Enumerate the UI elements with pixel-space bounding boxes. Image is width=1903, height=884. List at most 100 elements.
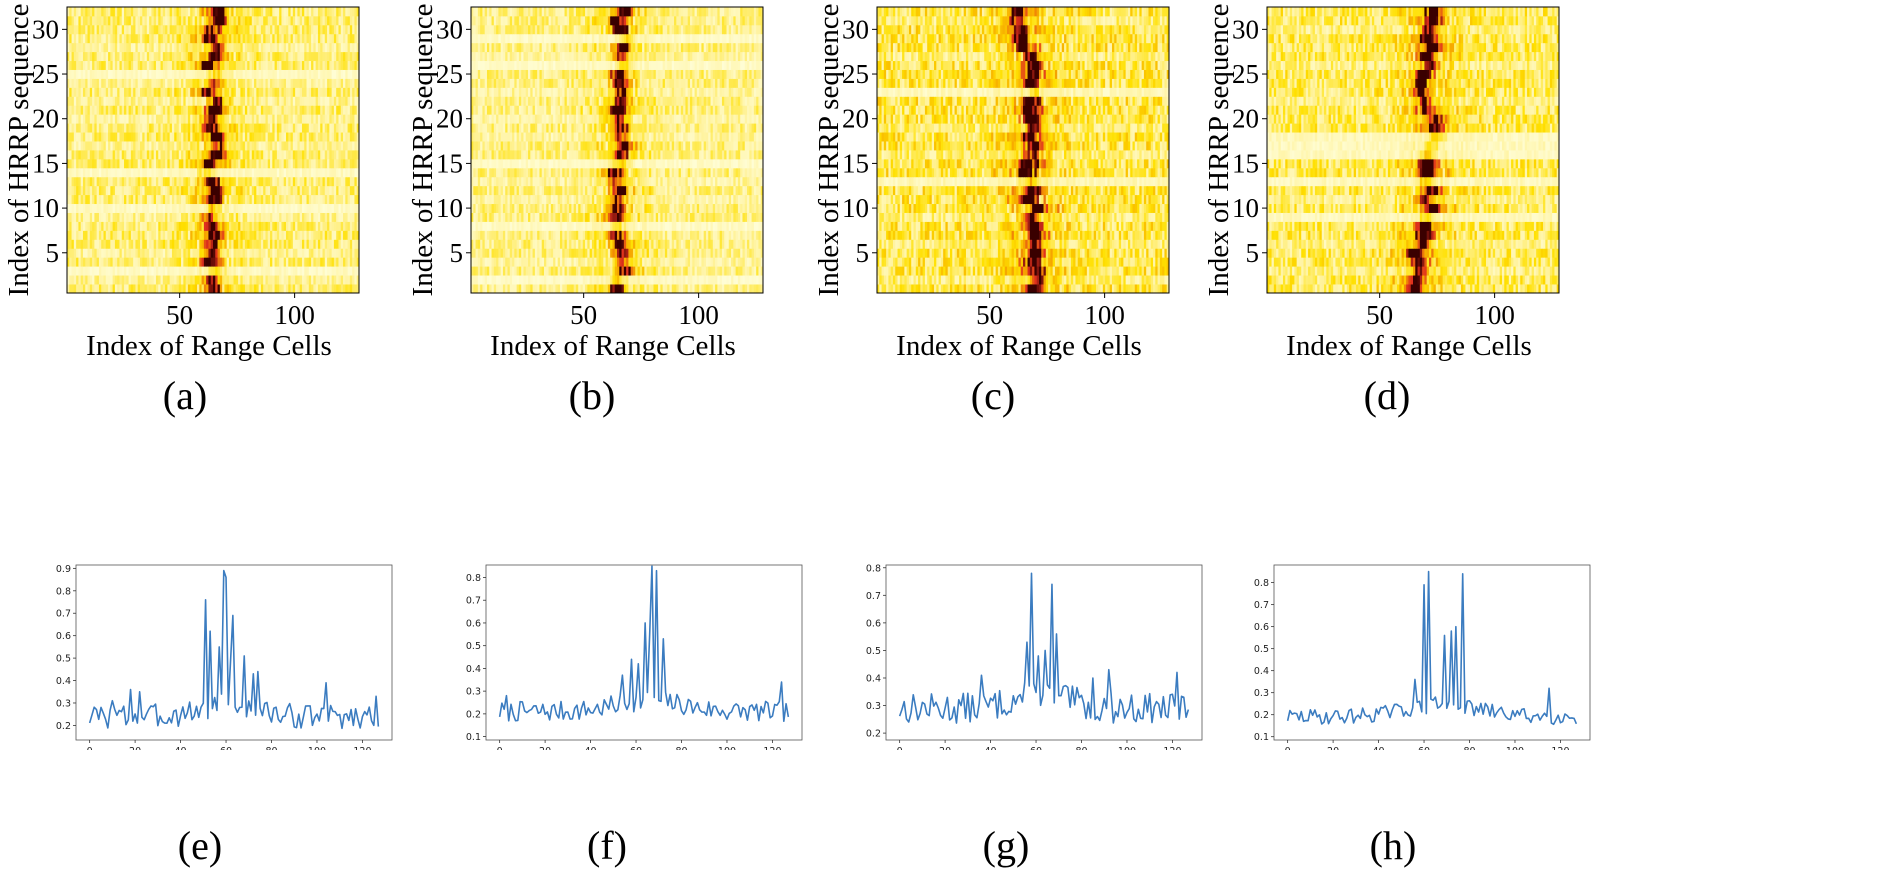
heatmap-cell <box>272 239 275 249</box>
heatmap-cell <box>756 266 759 276</box>
heatmap-cell <box>160 42 164 53</box>
heatmap-cell <box>566 284 570 294</box>
heatmap-cell <box>715 239 718 249</box>
heatmap-cell <box>564 239 568 249</box>
heatmap-cell <box>162 158 166 169</box>
heatmap-cell <box>124 123 127 133</box>
heatmap-cell <box>327 230 330 240</box>
heatmap-cell <box>103 239 107 249</box>
heatmap-cell <box>126 51 129 62</box>
heatmap-cell <box>80 114 84 124</box>
heatmap-cell <box>242 176 246 187</box>
heatmap-cell <box>142 87 145 97</box>
heatmap-cell <box>240 78 244 88</box>
heatmap-cell <box>233 185 237 196</box>
heatmap-cell <box>263 15 266 26</box>
heatmap-cell <box>345 230 348 240</box>
heatmap-cell <box>201 194 205 205</box>
heatmap-cell <box>67 158 70 169</box>
heatmap-cell <box>471 275 474 285</box>
heatmap-cell <box>242 33 246 44</box>
heatmap-cell <box>317 176 321 187</box>
heatmap-cell <box>281 87 285 97</box>
heatmap-cell <box>498 248 502 258</box>
heatmap-cell <box>224 275 228 285</box>
heatmap-cell <box>197 7 200 17</box>
heatmap-cell <box>356 24 360 35</box>
heatmap-cell <box>301 248 305 258</box>
heatmap-cell <box>242 123 246 133</box>
heatmap-cell <box>167 123 171 133</box>
heatmap-cell <box>73 33 77 44</box>
heatmap-cell <box>340 284 344 294</box>
heatmap-cell <box>290 221 294 231</box>
heatmap-cell <box>96 185 100 196</box>
heatmap-cell <box>135 194 139 205</box>
heatmap-cell <box>251 194 255 205</box>
heatmap-cell <box>267 194 271 205</box>
heatmap-cell <box>158 185 161 196</box>
heatmap-cell <box>719 257 723 267</box>
heatmap-cell <box>119 239 123 249</box>
heatmap-cell <box>101 141 104 151</box>
heatmap-cell <box>352 114 355 124</box>
heatmap-cell <box>256 248 260 258</box>
heatmap-cell <box>69 96 72 106</box>
heatmap-cell <box>101 248 104 258</box>
heatmap-cell <box>128 15 132 26</box>
heatmap-cell <box>235 257 239 267</box>
heatmap-cell <box>272 266 275 276</box>
heatmap-cell <box>338 24 342 35</box>
heatmap-cell <box>279 167 282 178</box>
heatmap-cell <box>313 248 317 258</box>
heatmap-cell <box>329 158 333 169</box>
heatmap-cell <box>228 132 232 142</box>
heatmap-cell <box>260 114 264 124</box>
heatmap-cell <box>626 275 629 285</box>
heatmap-cell <box>295 87 298 97</box>
heatmap-cell <box>133 194 136 205</box>
heatmap-cell <box>347 69 351 79</box>
heatmap-cell <box>181 141 184 151</box>
heatmap-cell <box>292 96 296 106</box>
heatmap-cell <box>73 42 77 53</box>
heatmap-cell <box>308 203 312 213</box>
heatmap-cell <box>128 33 132 44</box>
heatmap-cell <box>94 78 98 88</box>
heatmap-cell <box>582 284 586 294</box>
heatmap-cell <box>215 114 218 124</box>
heatmap-cell <box>260 87 264 97</box>
heatmap-cell <box>240 51 244 62</box>
heatmap-cell <box>272 24 275 35</box>
heatmap-cell <box>692 230 695 240</box>
heatmap-cell <box>484 275 488 285</box>
heatmap-cell <box>324 78 328 88</box>
heatmap-cell <box>690 239 693 249</box>
heatmap-cell <box>119 275 123 285</box>
heatmap-cell <box>274 248 278 258</box>
heatmap-cell <box>238 185 241 196</box>
heatmap-cell <box>756 248 759 258</box>
heatmap-cell <box>731 275 734 285</box>
heatmap-cell <box>276 51 280 62</box>
heatmap-cell <box>121 96 125 106</box>
heatmap-cell <box>219 212 223 222</box>
heatmap-cell <box>219 275 223 285</box>
heatmap-cell <box>185 60 189 70</box>
heatmap-cell <box>518 266 522 276</box>
heatmap-cell <box>85 284 88 294</box>
heatmap-cell <box>228 24 232 35</box>
heatmap-cell <box>203 87 207 97</box>
heatmap-cell <box>242 78 246 88</box>
heatmap-cell <box>165 69 168 79</box>
heatmap-cell <box>176 230 180 240</box>
heatmap-cell <box>694 257 698 267</box>
heatmap-cell <box>78 167 82 178</box>
heatmap-cell <box>336 15 339 26</box>
heatmap-cell <box>94 221 98 231</box>
heatmap-cell <box>89 7 93 17</box>
heatmap-cell <box>183 185 187 196</box>
heatmap-cell <box>80 221 84 231</box>
heatmap-cell <box>235 114 239 124</box>
heatmap-cell <box>167 194 171 205</box>
